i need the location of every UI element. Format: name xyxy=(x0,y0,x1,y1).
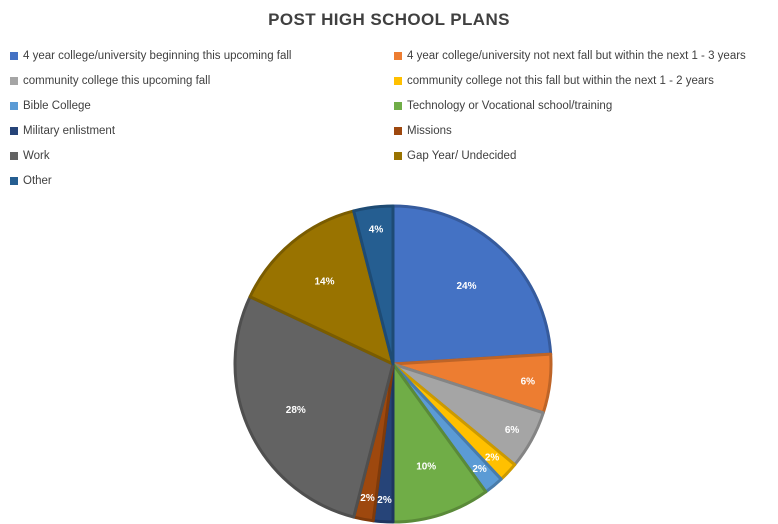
legend-swatch xyxy=(10,52,18,60)
legend-label: Technology or Vocational school/training xyxy=(407,100,613,112)
legend-swatch xyxy=(394,152,402,160)
legend-swatch xyxy=(10,152,18,160)
pie-slice xyxy=(248,209,395,366)
pie-data-label: 14% xyxy=(314,277,334,288)
legend-swatch xyxy=(394,52,402,60)
chart-legend: 4 year college/university beginning this… xyxy=(10,46,778,196)
legend-label: Missions xyxy=(407,125,452,137)
pie-data-label: 2% xyxy=(485,453,500,464)
pie-data-label: 4% xyxy=(369,225,384,236)
pie-data-label: 10% xyxy=(416,462,436,473)
legend-item: Military enlistment xyxy=(10,121,115,141)
legend-item: Missions xyxy=(394,121,452,141)
pie-slice xyxy=(391,362,488,524)
pie-data-label: 28% xyxy=(286,405,306,416)
legend-label: community college not this fall but with… xyxy=(407,75,714,87)
pie-slice xyxy=(391,204,553,366)
legend-swatch xyxy=(10,177,18,185)
legend-item: Other xyxy=(10,171,52,191)
pie-data-label: 6% xyxy=(521,377,536,388)
legend-item: Gap Year/ Undecided xyxy=(394,146,516,166)
legend-label: Work xyxy=(23,150,50,162)
pie-data-label: 2% xyxy=(360,493,375,504)
legend-swatch xyxy=(10,102,18,110)
legend-swatch xyxy=(394,102,402,110)
legend-label: 4 year college/university not next fall … xyxy=(407,50,746,62)
legend-item: Technology or Vocational school/training xyxy=(394,96,612,116)
legend-label: Military enlistment xyxy=(23,125,116,137)
legend-swatch xyxy=(394,77,402,85)
pie-chart-area: 24% 6% 6% 2% 2% 10% 2% 2% 28% 14% 4% xyxy=(210,200,570,524)
legend-label: Other xyxy=(23,175,52,187)
legend-label: 4 year college/university beginning this… xyxy=(23,50,292,62)
pie-slice xyxy=(352,204,395,366)
pie-data-label: 6% xyxy=(505,425,520,436)
pie-chart: 24%6%6%2%2%10%2%2%28%14%4% xyxy=(233,204,553,524)
chart-title: POST HIGH SCHOOL PLANS xyxy=(268,10,510,29)
legend-item: community college not this fall but with… xyxy=(394,71,714,91)
pie-slice xyxy=(233,295,395,519)
legend-item: Work xyxy=(10,146,50,166)
legend-label: community college this upcoming fall xyxy=(23,75,211,87)
legend-label: Gap Year/ Undecided xyxy=(407,150,517,162)
pie-data-label: 2% xyxy=(377,495,392,506)
legend-item: Bible College xyxy=(10,96,91,116)
pie-data-label: 24% xyxy=(456,281,476,292)
legend-label: Bible College xyxy=(23,100,91,112)
legend-item: community college this upcoming fall xyxy=(10,71,210,91)
legend-item: 4 year college/university not next fall … xyxy=(394,46,746,66)
legend-swatch xyxy=(10,127,18,135)
legend-swatch xyxy=(10,77,18,85)
pie-data-label: 2% xyxy=(472,464,487,475)
legend-item: 4 year college/university beginning this… xyxy=(10,46,292,66)
legend-swatch xyxy=(394,127,402,135)
